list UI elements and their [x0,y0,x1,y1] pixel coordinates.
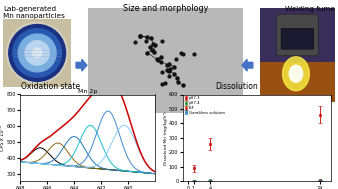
Point [173,57,179,60]
Y-axis label: Dissolved Mn (mg/kg/h²): Dissolved Mn (mg/kg/h²) [164,111,168,165]
Point [166,74,171,77]
Text: Oxidation state: Oxidation state [21,82,80,91]
Text: Lab-generated
Mn nanoparticles: Lab-generated Mn nanoparticles [3,6,65,19]
Y-axis label: CPS x 10⁻²: CPS x 10⁻² [0,125,5,151]
Circle shape [13,29,62,77]
Point [159,60,164,64]
Point [162,81,167,84]
FancyBboxPatch shape [276,14,318,56]
Circle shape [9,25,66,81]
Circle shape [25,41,49,65]
Point [191,52,196,55]
Title: Mn 2p: Mn 2p [78,89,98,94]
Circle shape [289,65,303,82]
FancyBboxPatch shape [260,62,335,102]
Point [160,83,165,86]
Point [180,53,186,56]
Legend: pH7.3, pH7.4, ISF, Gamblers solution: pH7.3, pH7.4, ISF, Gamblers solution [185,96,225,115]
Circle shape [32,48,42,58]
Point [179,52,184,55]
Text: Welding fume: Welding fume [285,6,335,12]
Circle shape [18,34,56,72]
Point [132,40,137,43]
Point [159,40,164,43]
Circle shape [7,22,68,83]
Text: Dissolution: Dissolution [215,82,258,91]
Point [160,71,165,74]
Circle shape [283,57,309,91]
FancyBboxPatch shape [281,28,314,49]
Point [144,40,149,43]
Text: Size and morphology: Size and morphology [123,4,208,13]
